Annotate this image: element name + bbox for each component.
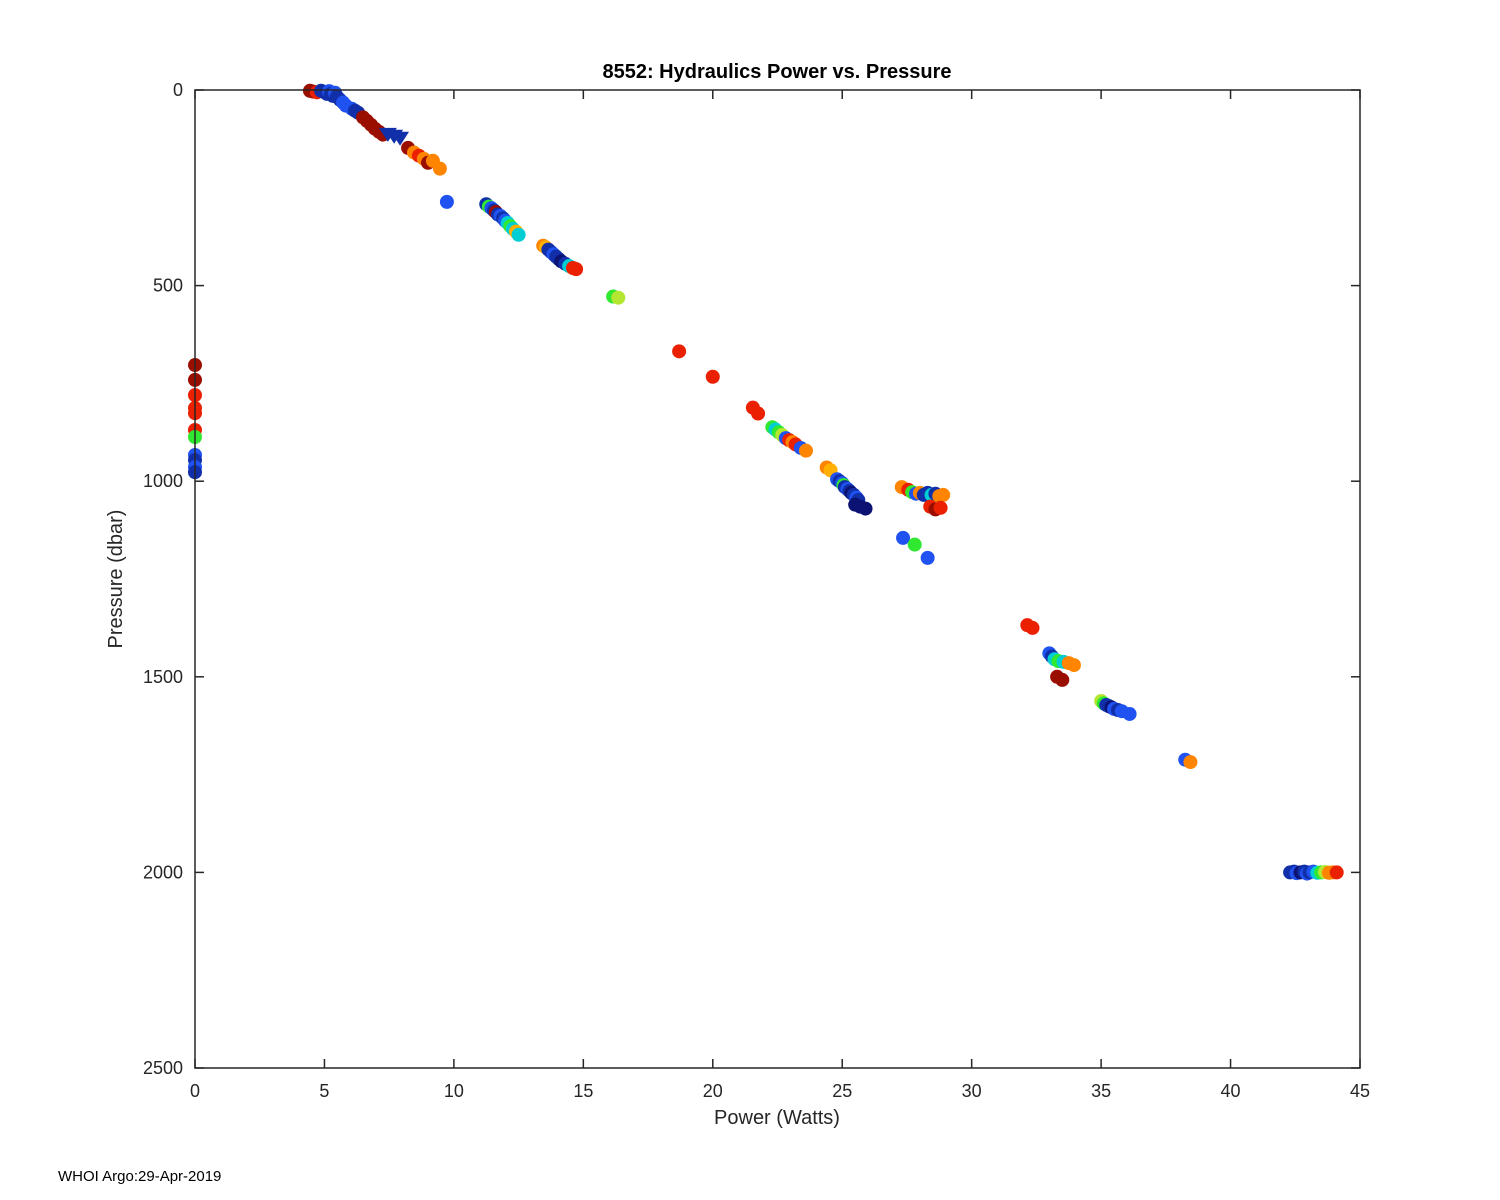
data-points-layer [188, 83, 1344, 881]
x-tick-label: 45 [1350, 1081, 1370, 1101]
x-tick-label: 0 [190, 1081, 200, 1101]
data-point [1055, 672, 1070, 687]
y-tick-label: 500 [153, 276, 183, 296]
data-point [1122, 706, 1137, 721]
data-point [907, 537, 922, 552]
y-tick-label: 0 [173, 80, 183, 100]
plot-border [194, 89, 1361, 1069]
plot-background [195, 90, 1360, 1068]
data-point [896, 530, 911, 545]
data-point [705, 369, 720, 384]
chart-title: 8552: Hydraulics Power vs. Pressure [602, 61, 951, 83]
axis-tick-labels: 0 5 10 15 20 25 30 35 40 45 0 500 1000 1500 2000 2500 [143, 80, 1370, 1101]
x-tick-label: 25 [832, 1081, 852, 1101]
y-tick-label: 1500 [143, 667, 183, 687]
data-point [611, 290, 626, 305]
y-axis-label: Pressure (dbar) [105, 510, 127, 649]
data-point [569, 262, 584, 277]
data-point [798, 443, 813, 458]
x-tick-label: 5 [319, 1081, 329, 1101]
x-tick-label: 15 [573, 1081, 593, 1101]
data-point [1066, 658, 1081, 673]
x-tick-label: 30 [962, 1081, 982, 1101]
y-tick-label: 2000 [143, 862, 183, 882]
y-tick-label: 2500 [143, 1058, 183, 1078]
x-tick-label: 40 [1221, 1081, 1241, 1101]
x-tick-label: 35 [1091, 1081, 1111, 1101]
data-point [933, 500, 948, 515]
data-point-triangle [391, 131, 410, 146]
data-point [439, 194, 454, 209]
data-point [672, 344, 687, 359]
x-axis-label: Power (Watts) [714, 1107, 840, 1129]
data-point [920, 550, 935, 565]
data-point [1183, 755, 1198, 770]
axis-ticks [194, 89, 1361, 1069]
data-point [1329, 865, 1344, 880]
x-tick-label: 20 [703, 1081, 723, 1101]
data-point [936, 487, 951, 502]
y-tick-label: 1000 [143, 471, 183, 491]
data-point [1025, 620, 1040, 635]
footer-text: WHOI Argo:29-Apr-2019 [58, 1168, 222, 1185]
data-point [432, 161, 447, 176]
data-point [751, 406, 766, 421]
data-point [858, 501, 873, 516]
x-tick-label: 10 [444, 1081, 464, 1101]
data-point [511, 227, 526, 242]
